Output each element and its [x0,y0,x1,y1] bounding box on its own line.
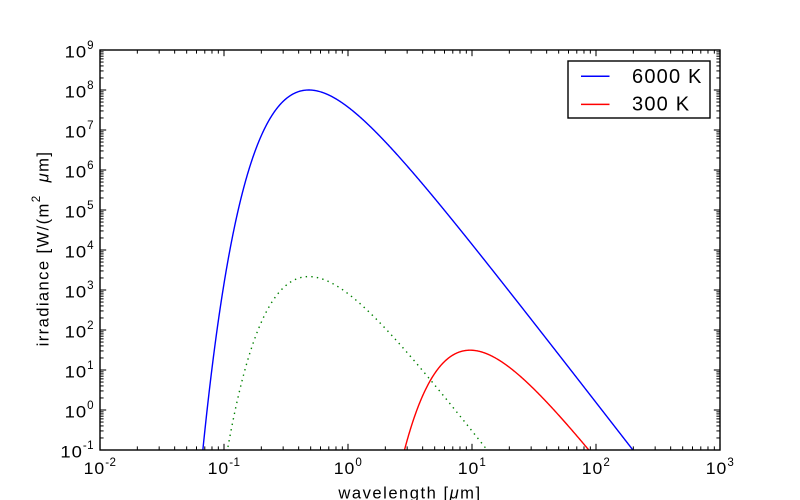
svg-text:100: 100 [334,456,362,478]
svg-text:101: 101 [65,359,94,381]
svg-text:10-1: 10-1 [208,456,241,478]
svg-text:109: 109 [65,39,94,61]
svg-text:10-2: 10-2 [84,456,117,478]
svg-text:102: 102 [65,319,94,341]
svg-text:10-1: 10-1 [60,439,94,461]
svg-text:wavelength [μm]: wavelength [μm] [337,484,481,500]
svg-text:106: 106 [65,159,94,181]
svg-text:102: 102 [582,456,610,478]
svg-text:101: 101 [458,456,486,478]
svg-text:irradiance [W/(m2 μm]: irradiance [W/(m2 μm] [30,151,52,347]
svg-text:104: 104 [65,239,95,261]
svg-text:105: 105 [65,199,94,221]
svg-text:300 K: 300 K [632,93,690,115]
svg-text:103: 103 [706,456,734,478]
svg-text:103: 103 [65,279,94,301]
svg-text:100: 100 [65,399,94,421]
svg-text:107: 107 [65,119,94,141]
svg-text:6000 K: 6000 K [632,66,703,88]
svg-text:108: 108 [65,79,94,101]
